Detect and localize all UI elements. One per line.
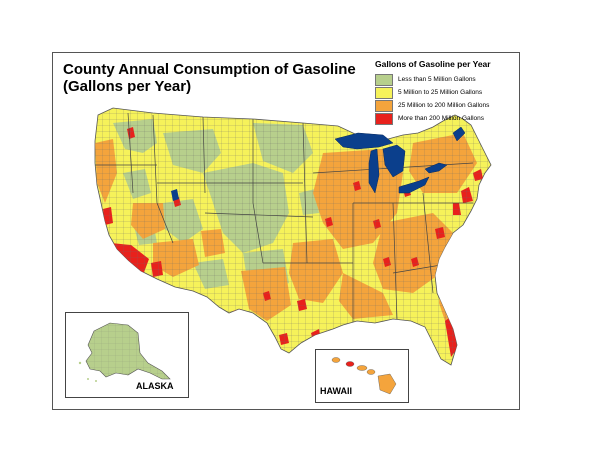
legend-swatch-high <box>375 99 393 112</box>
map-title: County Annual Consumption of Gasoline (G… <box>63 61 356 95</box>
title-line-1: County Annual Consumption of Gasoline <box>63 61 356 78</box>
great-salt-lake <box>171 189 179 201</box>
hawaii-label: HAWAII <box>320 386 353 396</box>
legend-label-low: Less than 5 Million Gallons <box>398 76 476 83</box>
legend-swatch-very-high <box>375 112 393 125</box>
legend-item-very-high: More than 200 Million Gallons <box>375 112 515 125</box>
alaska-label: ALASKA <box>136 381 174 391</box>
legend-item-low: Less than 5 Million Gallons <box>375 73 515 86</box>
alaska-map <box>78 322 171 382</box>
legend-swatch-medium <box>375 86 393 99</box>
map-frame: County Annual Consumption of Gasoline (G… <box>52 52 520 410</box>
legend-label-medium: 5 Million to 25 Million Gallons <box>398 89 483 96</box>
legend-item-high: 25 Million to 200 Million Gallons <box>375 99 515 112</box>
legend-label-high: 25 Million to 200 Million Gallons <box>398 102 490 109</box>
state-borders <box>95 112 474 323</box>
hawaii-map <box>331 357 397 395</box>
alaska-inset: ALASKA <box>65 312 189 398</box>
great-lakes <box>334 126 466 194</box>
hawaii-inset: HAWAII <box>315 349 409 403</box>
legend-title: Gallons of Gasoline per Year <box>375 59 491 69</box>
legend-label-very-high: More than 200 Million Gallons <box>398 115 484 122</box>
title-line-2: (Gallons per Year) <box>63 78 192 95</box>
legend-item-medium: 5 Million to 25 Million Gallons <box>375 86 515 99</box>
legend-swatch-low <box>375 73 393 86</box>
legend: Gallons of Gasoline per Year Less than 5… <box>375 59 515 125</box>
